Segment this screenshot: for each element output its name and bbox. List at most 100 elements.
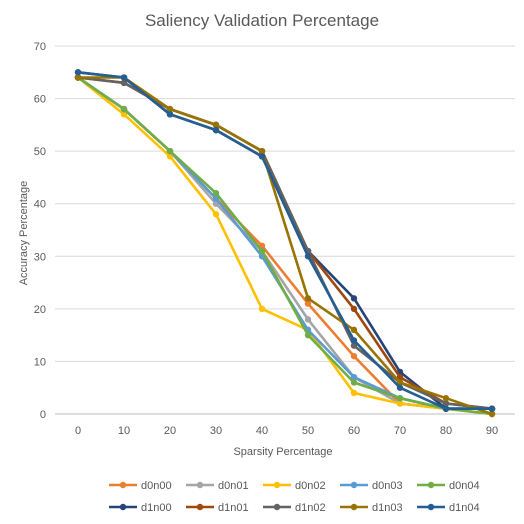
series-line bbox=[76, 76, 494, 411]
data-point bbox=[166, 153, 174, 160]
x-axis-label: Sparsity Percentage bbox=[233, 446, 332, 458]
series-line bbox=[76, 76, 494, 416]
data-point bbox=[396, 400, 404, 407]
series-line bbox=[76, 76, 494, 411]
gridlines bbox=[55, 45, 515, 362]
legend-swatch-marker bbox=[350, 503, 358, 511]
y-tick-label: 20 bbox=[34, 304, 46, 316]
legend-item: d0n04 bbox=[417, 480, 480, 492]
data-point bbox=[350, 389, 358, 397]
y-tick-label: 0 bbox=[40, 409, 46, 421]
legend-label: d0n00 bbox=[141, 480, 172, 492]
legend-label: d0n01 bbox=[218, 480, 249, 492]
legend-item: d0n02 bbox=[263, 480, 326, 492]
y-tick-label: 60 bbox=[34, 94, 46, 106]
legend-item: d0n03 bbox=[340, 480, 403, 492]
legend: d0n00 d0n01 d0n02 d0n03 d0n04 d1n00 d1n01 d1n02… bbox=[109, 480, 480, 514]
data-point bbox=[166, 111, 174, 118]
legend-swatch-marker bbox=[273, 503, 281, 511]
legend-item: d1n04 bbox=[417, 502, 480, 514]
legend-swatch-marker bbox=[350, 481, 358, 489]
legend-item: d1n03 bbox=[340, 502, 403, 514]
data-point bbox=[258, 305, 266, 313]
data-point bbox=[258, 147, 266, 155]
legend-label: d0n04 bbox=[449, 480, 480, 492]
data-point bbox=[396, 395, 404, 402]
data-point bbox=[304, 253, 312, 260]
x-tick-label: 90 bbox=[486, 425, 498, 437]
data-point bbox=[74, 74, 82, 81]
legend-label: d1n00 bbox=[141, 502, 172, 514]
data-point bbox=[212, 211, 220, 218]
data-point bbox=[442, 400, 450, 407]
series-line bbox=[76, 76, 494, 411]
legend-item: d1n02 bbox=[263, 502, 326, 514]
y-tick-label: 30 bbox=[34, 251, 46, 263]
x-tick-label: 30 bbox=[210, 425, 222, 437]
data-point bbox=[212, 121, 220, 129]
series-line bbox=[76, 76, 494, 411]
data-point bbox=[166, 105, 174, 113]
y-tick-label: 70 bbox=[34, 41, 46, 53]
data-point bbox=[212, 190, 220, 197]
axes: 0 10 20 30 40 50 60 70 0 10 20 30 40 50 60 70 80 90 bbox=[34, 41, 515, 437]
series-line bbox=[76, 71, 494, 411]
series-line bbox=[76, 76, 494, 411]
data-point bbox=[120, 74, 128, 81]
data-point bbox=[120, 105, 128, 113]
data-point bbox=[212, 126, 220, 134]
series-d0n04 bbox=[74, 74, 496, 418]
data-point bbox=[304, 300, 312, 307]
x-tick-label: 40 bbox=[256, 425, 268, 437]
data-point bbox=[350, 337, 358, 344]
data-point bbox=[258, 153, 266, 160]
series-d0n02 bbox=[74, 74, 496, 418]
data-point bbox=[120, 79, 128, 87]
legend-swatch-marker bbox=[196, 481, 204, 489]
data-point bbox=[442, 405, 450, 412]
series-d1n04 bbox=[74, 69, 496, 412]
data-point bbox=[166, 147, 174, 155]
data-point bbox=[396, 379, 404, 386]
data-point bbox=[350, 326, 358, 334]
legend-swatch-marker bbox=[427, 481, 435, 489]
legend-label: d1n02 bbox=[295, 502, 326, 514]
data-point bbox=[350, 342, 358, 349]
data-point bbox=[488, 410, 496, 418]
data-point bbox=[304, 316, 312, 323]
legend-label: d1n01 bbox=[218, 502, 249, 514]
x-tick-label: 70 bbox=[394, 425, 406, 437]
legend-label: d0n03 bbox=[372, 480, 403, 492]
data-point bbox=[396, 384, 404, 391]
x-tick-label: 50 bbox=[302, 425, 314, 437]
data-point bbox=[74, 69, 82, 76]
data-point bbox=[304, 331, 312, 339]
x-tick-label: 60 bbox=[348, 425, 360, 437]
x-tick-label: 20 bbox=[164, 425, 176, 437]
series-line bbox=[76, 76, 494, 416]
legend-item: d0n00 bbox=[109, 480, 172, 492]
data-point bbox=[350, 305, 358, 313]
data-point bbox=[350, 374, 358, 381]
y-tick-label: 50 bbox=[34, 146, 46, 158]
legend-swatch-marker bbox=[273, 481, 281, 489]
y-axis-label: Accuracy Percentage bbox=[18, 181, 30, 286]
legend-swatch-marker bbox=[119, 503, 127, 511]
legend-item: d0n01 bbox=[186, 480, 249, 492]
data-point bbox=[258, 247, 266, 255]
data-point bbox=[120, 111, 128, 118]
data-point bbox=[350, 352, 358, 360]
legend-swatch-marker bbox=[119, 481, 127, 489]
data-point bbox=[350, 295, 358, 302]
x-tick-label: 0 bbox=[75, 425, 81, 437]
legend-item: d1n00 bbox=[109, 502, 172, 514]
x-tick-label: 10 bbox=[118, 425, 130, 437]
chart-title: Saliency Validation Percentage bbox=[145, 11, 379, 30]
data-point bbox=[488, 405, 496, 412]
series-lines bbox=[74, 69, 496, 418]
legend-label: d0n02 bbox=[295, 480, 326, 492]
legend-swatch-marker bbox=[427, 503, 435, 511]
legend-swatch-marker bbox=[196, 503, 204, 511]
